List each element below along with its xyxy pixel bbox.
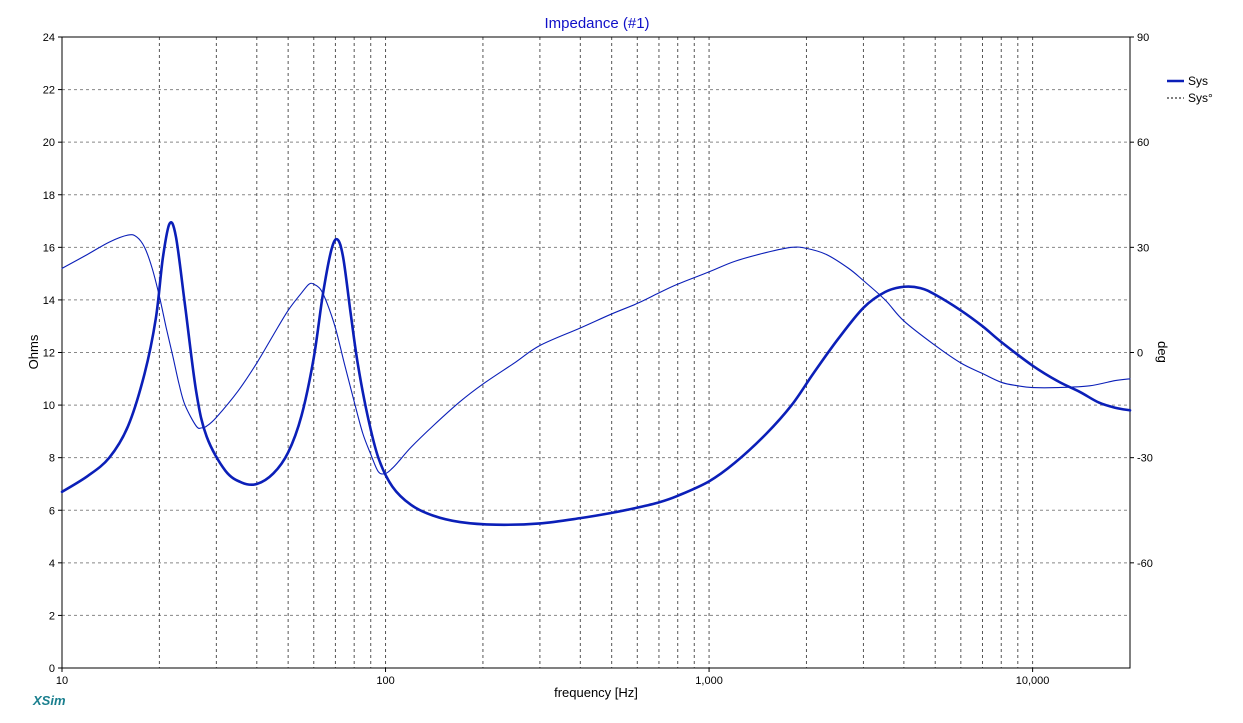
x-tick-labels: 10 100 1,000 10,000 — [56, 668, 1050, 687]
y-tick-label: 10 — [43, 400, 55, 412]
xsim-logo: XSim — [32, 693, 66, 708]
y-tick-label: 24 — [43, 32, 55, 44]
x-tick-label: 100 — [376, 675, 394, 687]
legend-sys-label: Sys — [1188, 74, 1208, 88]
y-tick-label: 12 — [43, 348, 55, 360]
y-tick-label: 8 — [49, 453, 55, 465]
y-tick-label: 18 — [43, 190, 55, 202]
y-tick-label: 22 — [43, 85, 55, 97]
y2-tick-labels: 90 60 30 0 -30 -60 — [1130, 32, 1153, 570]
y-axis-label: Ohms — [26, 334, 41, 369]
y2-tick-label: 60 — [1137, 137, 1149, 149]
y2-tick-label: 0 — [1137, 348, 1143, 360]
chart-title: Impedance (#1) — [544, 15, 649, 32]
legend: Sys Sys° — [1167, 74, 1213, 105]
y2-tick-label: 30 — [1137, 242, 1149, 254]
y2-tick-label: 90 — [1137, 32, 1149, 44]
y-tick-label: 2 — [49, 610, 55, 622]
y-tick-label: 14 — [43, 295, 55, 307]
series-sys-impedance-line — [60, 221, 1132, 527]
y-tick-label: 16 — [43, 242, 55, 254]
y2-axis-label: deg — [1155, 341, 1170, 363]
x-tick-label: 10 — [56, 675, 68, 687]
grid-lines — [62, 37, 1131, 668]
y2-tick-label: -30 — [1137, 453, 1153, 465]
y-tick-label: 4 — [49, 558, 55, 570]
y-tick-label: 6 — [49, 505, 55, 517]
x-tick-label: 1,000 — [695, 675, 723, 687]
y-tick-label: 0 — [49, 663, 55, 675]
series-sys-phase-line — [61, 234, 1131, 475]
series-layer — [60, 221, 1132, 527]
y-tick-label: 20 — [43, 137, 55, 149]
x-axis-label: frequency [Hz] — [554, 685, 638, 700]
x-tick-label: 10,000 — [1016, 675, 1050, 687]
legend-sys-phase-label: Sys° — [1188, 91, 1213, 105]
y2-tick-label: -60 — [1137, 558, 1153, 570]
